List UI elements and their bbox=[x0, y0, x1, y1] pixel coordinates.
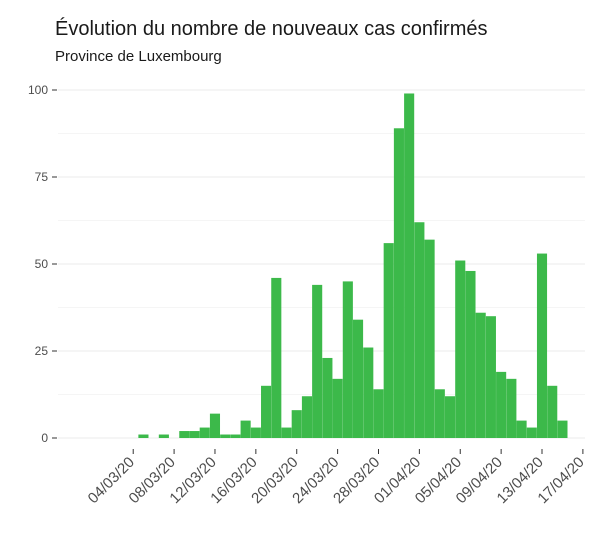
y-tick-label: 75 bbox=[35, 170, 49, 184]
bar bbox=[506, 378, 517, 438]
bar bbox=[444, 396, 456, 438]
bar bbox=[332, 378, 343, 438]
bar bbox=[383, 243, 394, 438]
bar bbox=[301, 396, 312, 438]
bar bbox=[363, 347, 374, 438]
bar bbox=[496, 371, 507, 438]
bar bbox=[230, 434, 241, 438]
bar bbox=[199, 427, 210, 438]
bar bbox=[281, 427, 292, 438]
bar bbox=[291, 410, 302, 438]
bar bbox=[189, 431, 200, 438]
bar bbox=[557, 420, 568, 438]
bar bbox=[547, 385, 558, 438]
bar bbox=[475, 312, 486, 438]
bar bbox=[158, 434, 169, 438]
bar bbox=[250, 427, 261, 438]
bar bbox=[240, 420, 251, 438]
y-tick-label: 50 bbox=[35, 257, 49, 271]
bar bbox=[424, 239, 435, 438]
bars bbox=[138, 93, 568, 438]
y-tick-label: 100 bbox=[28, 83, 48, 97]
bar bbox=[404, 93, 415, 438]
bar bbox=[261, 385, 272, 438]
bar bbox=[322, 357, 333, 438]
bar bbox=[342, 281, 353, 438]
chart-subtitle: Province de Luxembourg bbox=[55, 48, 222, 65]
bar bbox=[271, 277, 282, 438]
y-tick-label: 0 bbox=[41, 431, 48, 445]
bar bbox=[485, 316, 496, 438]
bar bbox=[373, 389, 384, 438]
bar bbox=[353, 319, 364, 438]
bar bbox=[465, 270, 476, 438]
bar bbox=[536, 253, 548, 438]
bar bbox=[220, 434, 231, 438]
bar bbox=[414, 222, 425, 438]
bar bbox=[455, 260, 466, 438]
bar bbox=[209, 413, 221, 438]
bar bbox=[526, 427, 537, 438]
x-axis: 04/03/2008/03/2012/03/2016/03/2020/03/20… bbox=[85, 449, 588, 507]
bar bbox=[516, 420, 527, 438]
bar bbox=[434, 389, 445, 438]
bar bbox=[179, 431, 190, 438]
bar bbox=[138, 434, 149, 438]
chart-title: Évolution du nombre de nouveaux cas conf… bbox=[55, 18, 488, 40]
bar bbox=[312, 284, 323, 438]
y-axis: 0 25 50 75 100 bbox=[28, 83, 57, 445]
bar bbox=[393, 128, 404, 438]
y-tick-label: 25 bbox=[35, 344, 49, 358]
